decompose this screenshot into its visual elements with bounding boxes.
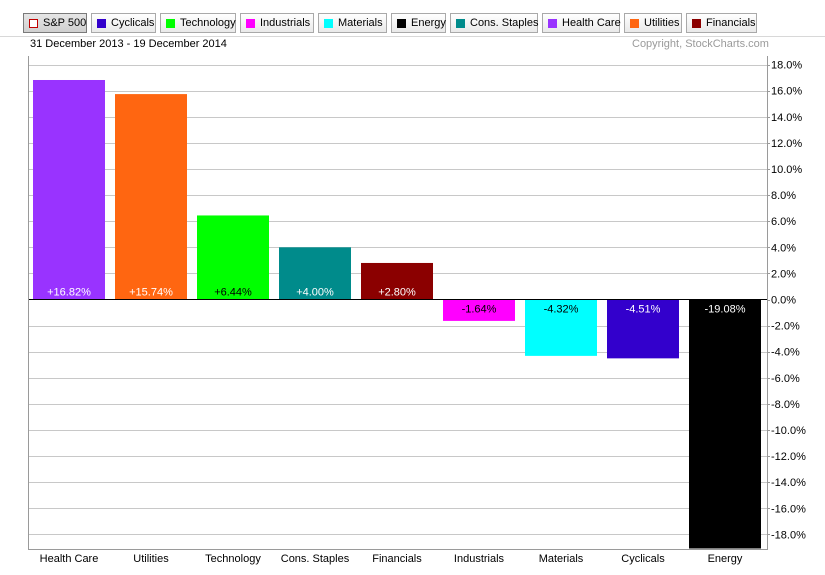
y-tick-label: 4.0% — [771, 242, 796, 254]
legend-swatch — [97, 18, 106, 28]
bar-value-label: -4.51% — [626, 304, 661, 316]
bar-value-label: +2.80% — [378, 287, 416, 299]
y-tick-label: -2.0% — [771, 321, 800, 333]
bar-value-label: +16.82% — [47, 287, 91, 299]
bar-value-label: +4.00% — [296, 287, 334, 299]
legend-label: Utilities — [644, 17, 680, 29]
legend-swatch — [397, 18, 406, 28]
legend-swatch — [630, 18, 639, 28]
y-tick-label: 14.0% — [771, 112, 802, 124]
legend-swatch — [246, 18, 255, 28]
y-tick-label: -12.0% — [771, 451, 806, 463]
legend-label: Financials — [706, 17, 756, 29]
y-tick-label: -8.0% — [771, 399, 800, 411]
bar-value-label: -1.64% — [462, 304, 497, 316]
y-tick-label: 10.0% — [771, 164, 802, 176]
legend-swatch — [166, 18, 175, 28]
bar-value-label: -4.32% — [544, 304, 579, 316]
sector-legend-toolbar: S&P 500 Cyclicals Technology Industrials Mat… — [0, 0, 825, 37]
legend-button-technology[interactable]: Technology — [160, 13, 236, 33]
bar-value-label: +6.44% — [214, 287, 252, 299]
bar — [33, 79, 105, 300]
y-tick-label: 0.0% — [771, 295, 796, 307]
legend-button-health-care[interactable]: Health Care — [542, 13, 621, 33]
y-tick-label: 12.0% — [771, 138, 802, 150]
bar — [279, 247, 351, 300]
date-range-label: 31 December 2013 - 19 December 2014 — [30, 38, 227, 50]
legend-button-cons-staples[interactable]: Cons. Staples — [450, 13, 538, 33]
y-tick-label: -14.0% — [771, 477, 806, 489]
legend-button-materials[interactable]: Materials — [318, 13, 387, 33]
legend-label: Technology — [180, 17, 236, 29]
category-label: Technology — [205, 553, 261, 565]
y-tick-label: 6.0% — [771, 216, 796, 228]
bar — [607, 299, 679, 359]
legend-swatch — [324, 18, 333, 28]
legend-label: Energy — [411, 17, 446, 29]
y-tick-label: 16.0% — [771, 86, 802, 98]
bar — [115, 94, 187, 300]
legend-label: S&P 500 — [43, 17, 87, 29]
category-label: Materials — [539, 553, 584, 565]
legend-button-energy[interactable]: Energy — [391, 13, 446, 33]
category-label: Financials — [372, 553, 422, 565]
bar — [525, 299, 597, 356]
category-label: Cons. Staples — [281, 553, 350, 565]
legend-button-industrials[interactable]: Industrials — [240, 13, 314, 33]
category-label: Health Care — [40, 553, 99, 565]
legend-label: Materials — [338, 17, 383, 29]
category-label: Energy — [708, 553, 743, 565]
y-tick-label: 18.0% — [771, 60, 802, 72]
legend-label: Health Care — [562, 17, 621, 29]
y-tick-label: 8.0% — [771, 190, 796, 202]
y-tick-label: -4.0% — [771, 347, 800, 359]
y-tick-label: -18.0% — [771, 529, 806, 541]
category-label: Cyclicals — [621, 553, 665, 565]
bar-value-label: +15.74% — [129, 287, 173, 299]
legend-label: Cons. Staples — [470, 17, 539, 29]
copyright-label: Copyright, StockCharts.com — [632, 38, 769, 50]
bar — [361, 262, 433, 300]
y-tick-label: 2.0% — [771, 268, 796, 280]
category-label: Utilities — [133, 553, 169, 565]
legend-button-utilities[interactable]: Utilities — [624, 13, 682, 33]
y-tick-label: -10.0% — [771, 425, 806, 437]
legend-button-cyclicals[interactable]: Cyclicals — [91, 13, 156, 33]
legend-swatch — [692, 18, 701, 28]
plot-frame — [28, 56, 768, 550]
bar — [197, 215, 269, 300]
legend-swatch — [456, 18, 465, 28]
legend-button-financials[interactable]: Financials — [686, 13, 757, 33]
legend-button-s-p-500[interactable]: S&P 500 — [23, 13, 87, 33]
legend-label: Cyclicals — [111, 17, 155, 29]
legend-label: Industrials — [260, 17, 311, 29]
legend-swatch — [548, 18, 557, 28]
y-tick-label: -16.0% — [771, 503, 806, 515]
legend-swatch — [29, 18, 38, 28]
bar-value-label: -19.08% — [705, 304, 746, 316]
y-tick-label: -6.0% — [771, 373, 800, 385]
bar — [443, 299, 515, 321]
category-label: Industrials — [454, 553, 505, 565]
bar — [689, 299, 761, 549]
